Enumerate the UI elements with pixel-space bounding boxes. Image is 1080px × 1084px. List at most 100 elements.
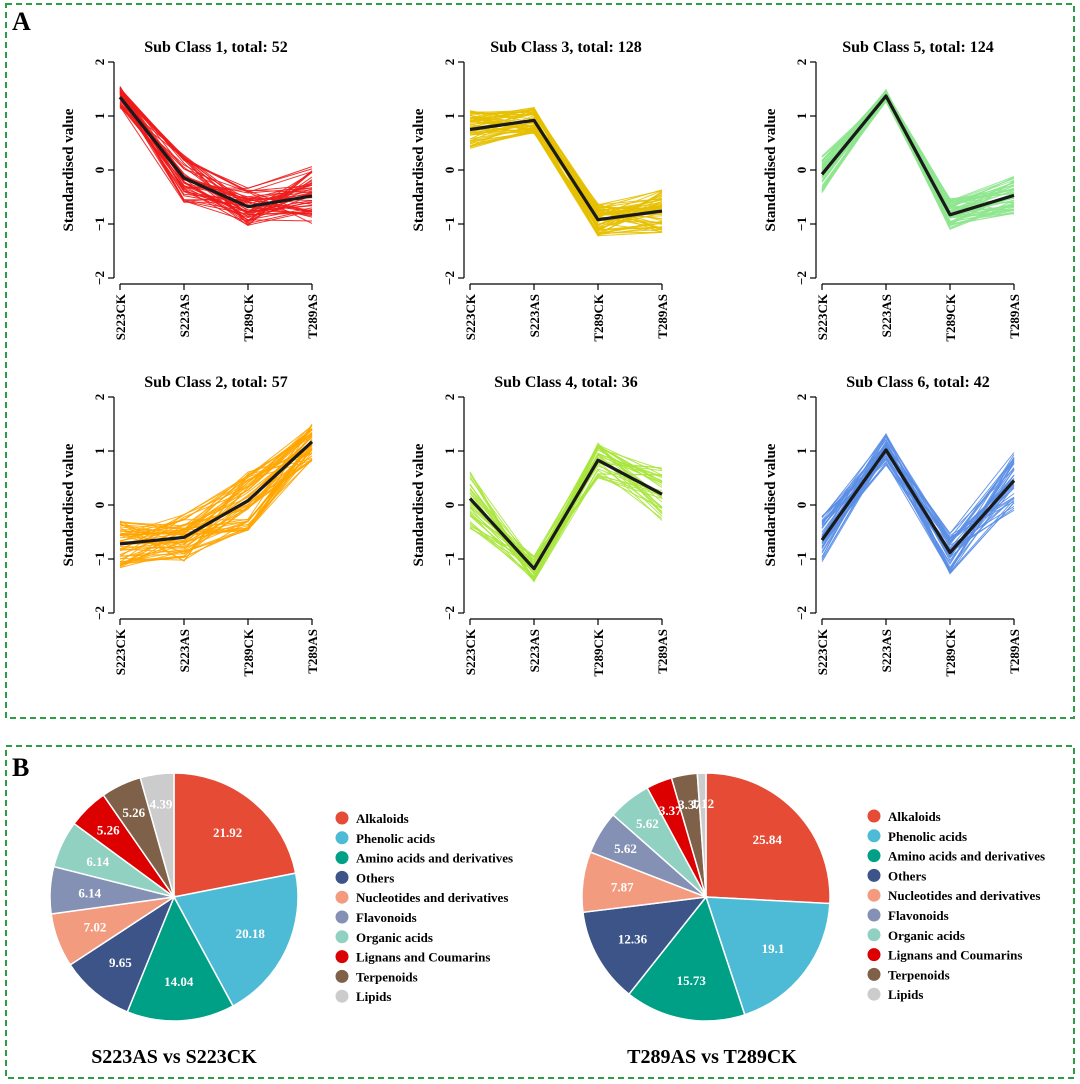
pie-slice-label: 9.65 [109,955,132,970]
y-tick-label: −1 [92,217,107,231]
profile-line [119,96,313,223]
y-tick-label: −2 [442,606,457,620]
pie-slice-label: 25.84 [753,832,783,847]
pie-slice-label: 5.26 [122,805,145,820]
pie-slice [582,896,708,996]
panel-b-label: B [12,753,29,782]
legend-marker [335,890,349,904]
legend-label: Lignans and Coumarins [356,950,490,965]
profile-line [119,89,313,192]
y-tick-label: 2 [794,59,809,66]
x-tick-label: S223CK [815,628,830,675]
pie-slice [704,896,831,1016]
legend-marker [867,948,881,962]
profile-line [469,477,663,566]
chart-title: Sub Class 1, total: 52 [144,39,288,56]
y-axis-label: Standardised value [411,108,427,231]
x-tick-label: T289CK [943,628,958,677]
pie-slice-label: 3.37 [659,803,682,818]
y-tick-label: 0 [92,502,107,509]
pie-slice-label: 12.36 [618,931,648,946]
x-tick-label: S223CK [463,293,478,340]
y-tick-label: −1 [442,217,457,231]
x-tick-label: T289AS [305,629,320,674]
y-tick-label: 0 [442,502,457,509]
y-axis-label: Standardised value [763,443,779,566]
x-tick-label: S223CK [113,293,128,340]
y-tick-label: 2 [92,394,107,401]
mean-line [820,94,1015,217]
legend-label: Phenolic acids [356,831,435,846]
line-chart-4: Sub Class 2, total: 57 Standardised value… [61,374,320,677]
y-tick-label: −1 [92,552,107,566]
legend-label: Organic acids [888,928,965,943]
x-tick-label: S223CK [815,293,830,340]
profile-line [119,91,313,201]
y-tick-label: 2 [442,394,457,401]
profile-line [119,98,313,193]
chart-title: Sub Class 6, total: 42 [846,374,990,391]
legend-label: Terpenoids [888,967,950,982]
profile-line [821,448,1015,569]
pie-slice-label: 20.18 [236,926,266,941]
y-tick-label: 0 [92,167,107,174]
legend-label: Nucleotides and derivatives [356,890,508,905]
pie-slice-label: 15.73 [677,973,707,988]
y-tick-label: 1 [794,113,809,120]
y-tick-label: 1 [92,448,107,455]
panel-b-frame [5,745,1075,1079]
pie-slice [172,872,299,1008]
profile-line [119,88,313,194]
y-tick-label: 2 [92,59,107,66]
x-tick-label: T289CK [591,628,606,677]
profile-line [119,438,313,565]
x-tick-label: T289CK [241,628,256,677]
mean-line [468,458,663,571]
line-chart-6: Sub Class 6, total: 42 Standardised value… [763,374,1022,677]
legend-label: Nucleotides and derivatives [888,888,1040,903]
legend-marker [335,870,349,884]
pie-slice-label: 3.37 [678,797,701,812]
pie-slice-label: 4.39 [150,797,173,812]
pie-chart-2: 25.8419.115.7312.367.875.625.623.373.371… [581,772,1045,1068]
profile-line [119,440,313,550]
x-tick-label: S223AS [527,629,542,672]
charts-layer: Sub Class 1, total: 52 Standardised value… [49,39,1045,1068]
profile-line [119,452,313,567]
y-tick-label: 1 [92,113,107,120]
y-axis-label: Standardised value [61,443,77,566]
profile-line [119,91,313,201]
chart-title: Sub Class 2, total: 57 [144,374,288,391]
y-tick-label: −2 [442,271,457,285]
y-tick-label: −2 [92,606,107,620]
y-tick-label: −1 [794,552,809,566]
legend-marker [335,851,349,865]
pie-slice [173,772,297,898]
x-tick-label: S223AS [879,294,894,337]
pie-slice-label: 6.14 [78,885,101,900]
profile-line [119,458,313,553]
pie-slice-label: 14.04 [164,974,194,989]
chart-title: Sub Class 5, total: 124 [842,39,994,56]
y-tick-label: −1 [442,552,457,566]
line-chart-1: Sub Class 1, total: 52 Standardised value… [61,39,320,342]
profile-line [119,445,313,537]
profile-line [821,96,1015,207]
x-tick-label: T289AS [1007,629,1022,674]
profile-line [119,429,313,536]
y-tick-label: 1 [442,113,457,120]
profile-line [821,433,1015,549]
pie-slice-label: 1.12 [691,796,714,811]
y-tick-label: −2 [92,271,107,285]
profile-line [469,109,663,222]
legend-marker [867,809,881,823]
profile-line [469,444,663,575]
x-tick-label: T289CK [943,293,958,342]
pie-slice-label: 5.62 [614,841,637,856]
y-tick-label: −1 [794,217,809,231]
pie-slice [126,895,235,1022]
x-tick-label: T289CK [591,293,606,342]
legend-label: Others [888,868,926,883]
x-tick-label: T289AS [305,294,320,339]
